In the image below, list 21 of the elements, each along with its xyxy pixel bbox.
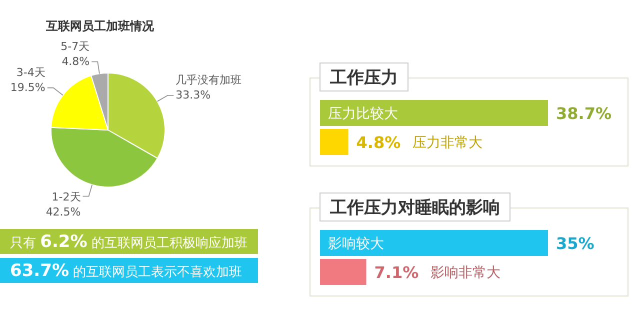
- slice-label: 3-4天: [16, 66, 46, 79]
- chart-title: 工作压力对睡眠的影响: [329, 198, 500, 218]
- y-tick-label: 压力非常大: [412, 135, 483, 151]
- data-label: 19.5%: [10, 80, 46, 94]
- y-tick-label: 影响非常大: [430, 265, 501, 281]
- text: 只有 6.2% 的互联网员工积极响应加班: [10, 232, 248, 252]
- text: 63.7% 的互联网员工表示不喜欢加班: [10, 261, 242, 281]
- data-label: 35%: [556, 234, 594, 253]
- slice-label: 1-2天: [52, 190, 81, 204]
- data-label: 4.8%: [62, 54, 90, 68]
- data-label: 42.5%: [46, 205, 81, 218]
- slice-label: 5-7天: [60, 40, 90, 53]
- chart-title: 工作压力: [329, 68, 398, 88]
- chart-title: 互联网员工加班情况: [45, 19, 155, 33]
- data-label: 38.7%: [556, 104, 612, 123]
- data-label: 7.1%: [374, 263, 419, 282]
- y-tick-label: 影响较大: [328, 236, 384, 252]
- slice-label: 几乎没有加班: [176, 73, 242, 86]
- data-label: 4.8%: [356, 133, 401, 152]
- y-tick-label: 压力比较大: [328, 106, 398, 122]
- data-label: 33.3%: [176, 88, 211, 102]
